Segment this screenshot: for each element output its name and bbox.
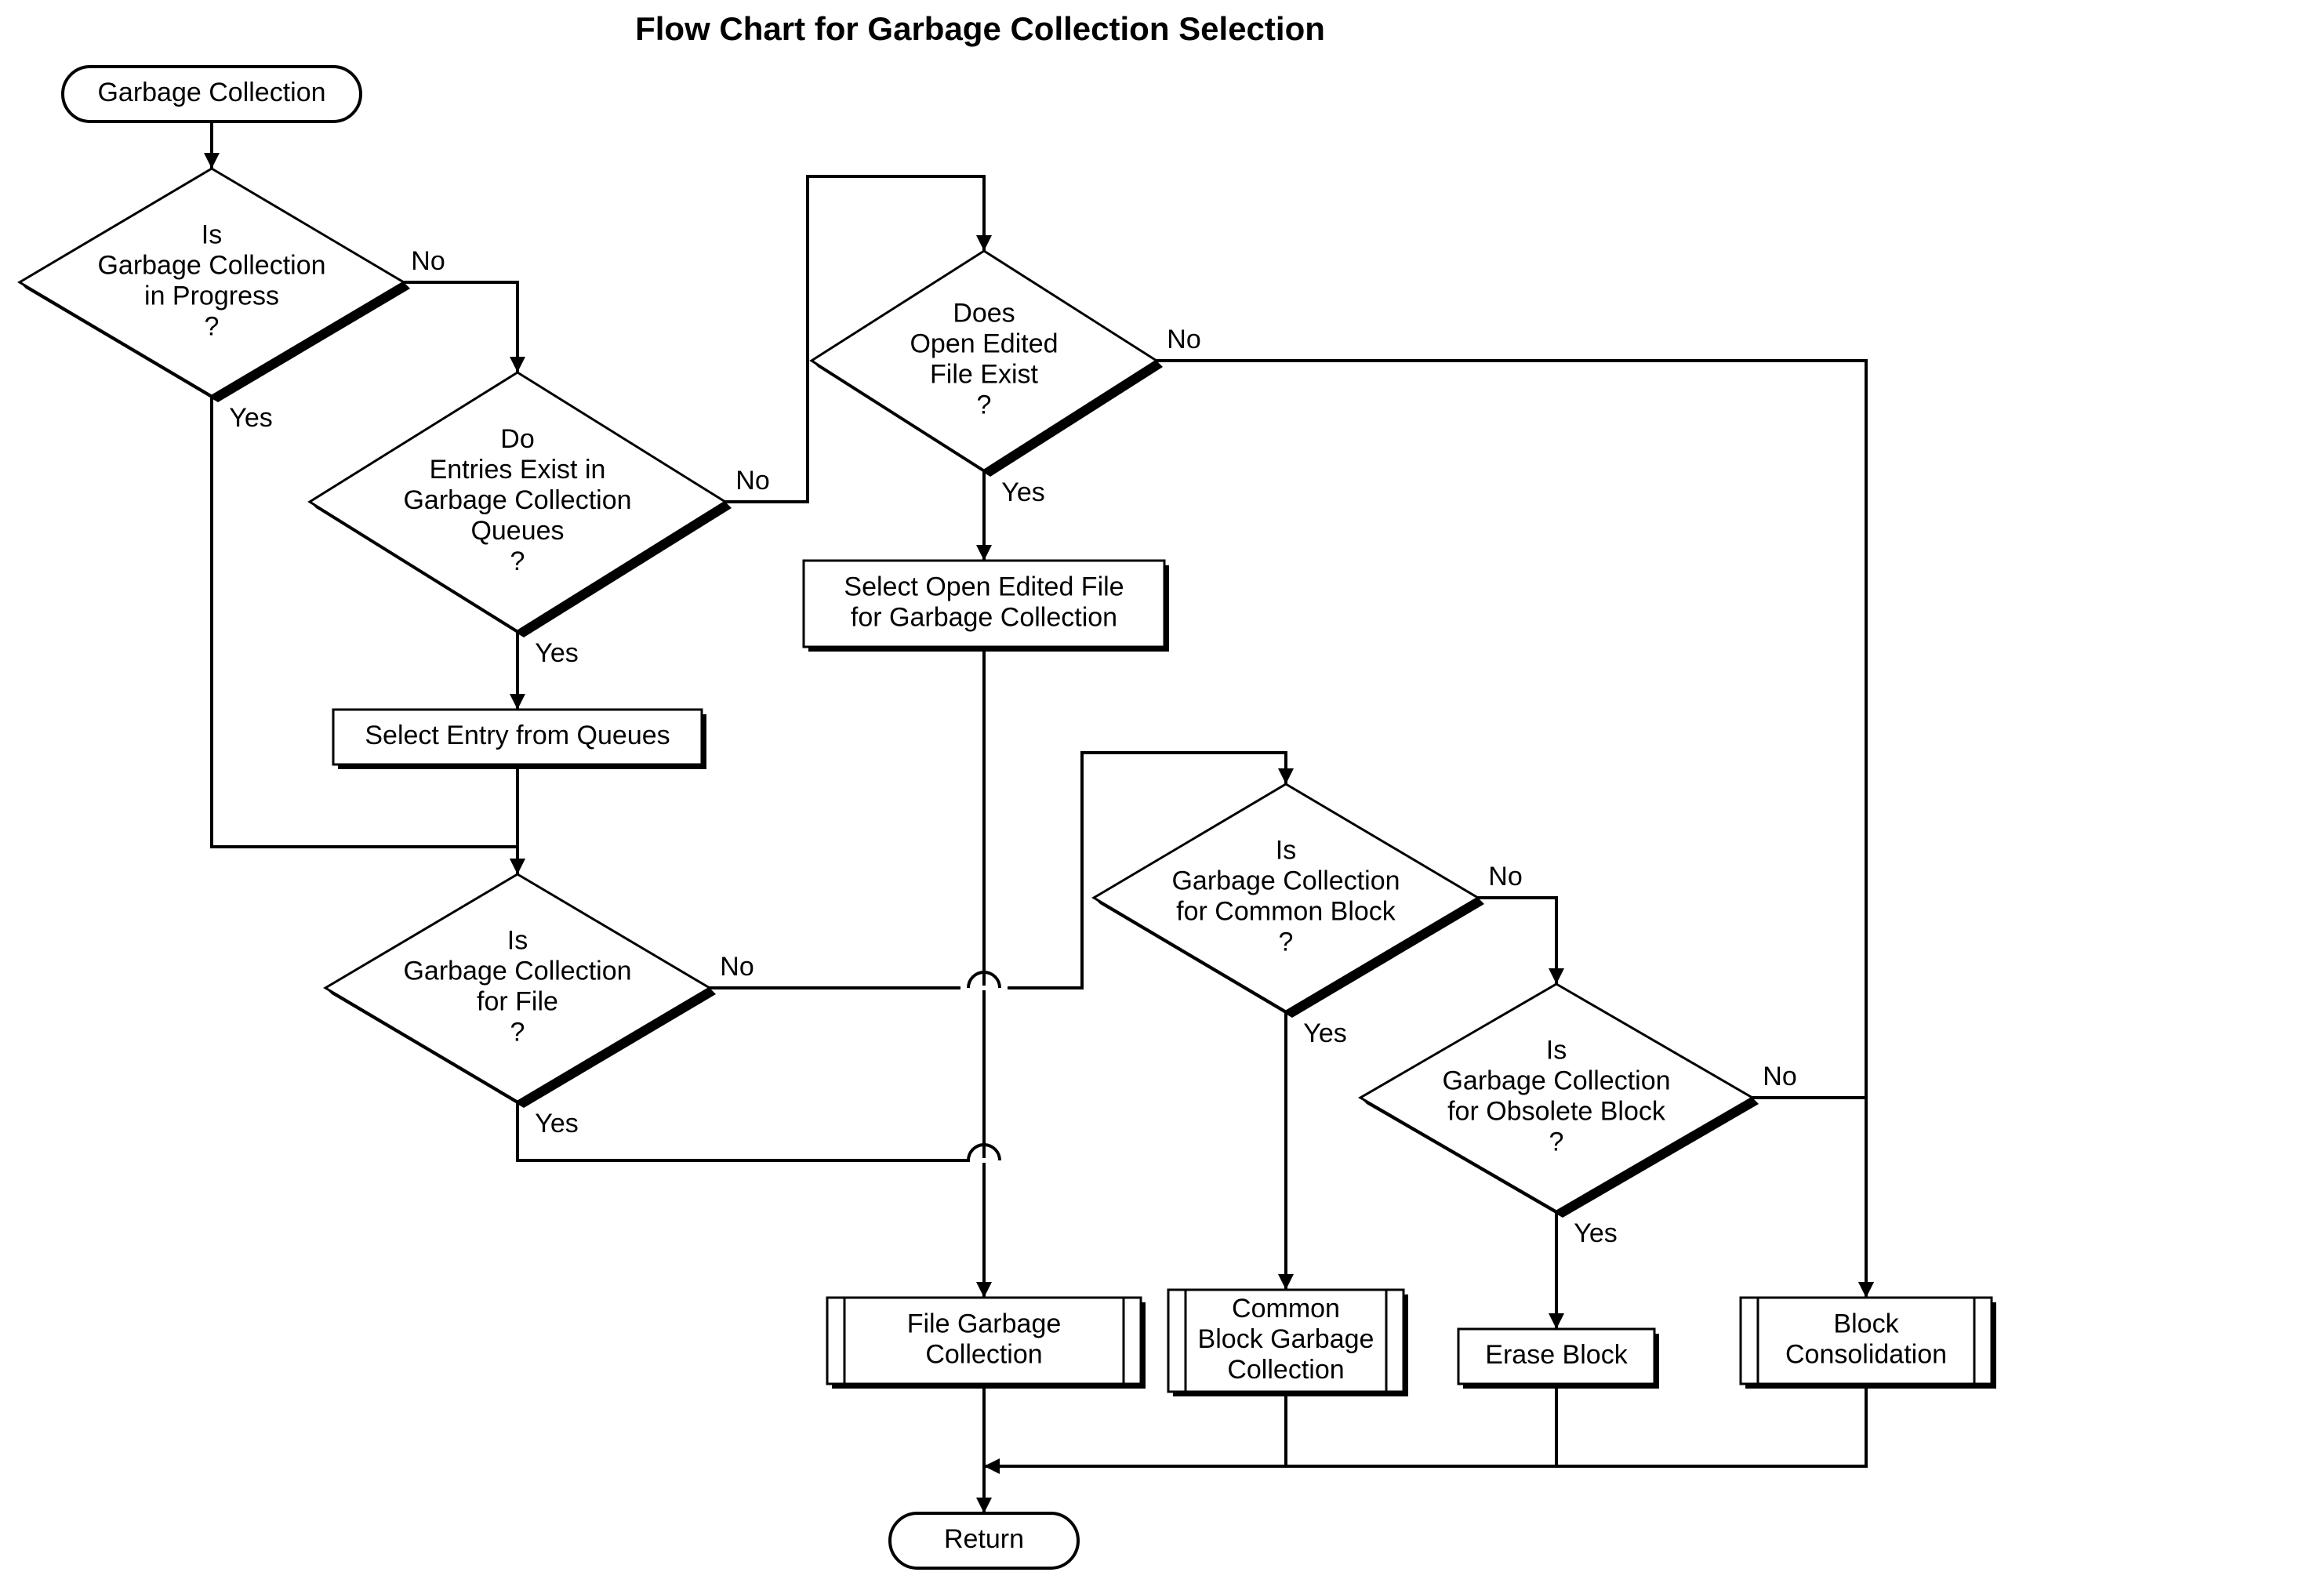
svg-text:No: No xyxy=(720,952,753,982)
svg-text:Return: Return xyxy=(944,1524,1024,1554)
svg-text:Block Garbage: Block Garbage xyxy=(1198,1324,1374,1354)
svg-text:Yes: Yes xyxy=(535,1109,578,1138)
svg-text:Garbage Collection: Garbage Collection xyxy=(97,78,325,107)
svg-text:?: ? xyxy=(1549,1127,1564,1157)
svg-text:No: No xyxy=(411,246,445,276)
svg-text:Garbage Collection: Garbage Collection xyxy=(1442,1066,1670,1095)
svg-text:No: No xyxy=(1763,1062,1796,1091)
svg-text:Garbage Collection: Garbage Collection xyxy=(97,250,325,280)
svg-text:for File: for File xyxy=(477,987,558,1017)
svg-text:Garbage Collection: Garbage Collection xyxy=(403,956,631,986)
svg-text:Open Edited: Open Edited xyxy=(910,329,1058,358)
svg-text:Is: Is xyxy=(1546,1035,1567,1065)
svg-text:Common: Common xyxy=(1232,1294,1340,1323)
svg-text:File Garbage: File Garbage xyxy=(907,1309,1062,1338)
svg-text:Yes: Yes xyxy=(1001,477,1044,507)
svg-text:Block: Block xyxy=(1833,1309,1899,1338)
svg-text:Collection: Collection xyxy=(925,1340,1042,1370)
svg-text:?: ? xyxy=(510,1018,525,1048)
svg-text:in Progress: in Progress xyxy=(144,281,279,311)
svg-text:?: ? xyxy=(1279,928,1294,957)
svg-text:Select Entry from Queues: Select Entry from Queues xyxy=(365,721,670,750)
svg-text:Does: Does xyxy=(953,298,1015,328)
svg-text:for Garbage Collection: for Garbage Collection xyxy=(851,603,1117,633)
svg-text:No: No xyxy=(735,466,769,496)
svg-text:No: No xyxy=(1167,325,1200,354)
svg-text:Entries Exist in: Entries Exist in xyxy=(430,455,606,485)
svg-text:for Obsolete Block: for Obsolete Block xyxy=(1447,1097,1666,1127)
svg-text:Yes: Yes xyxy=(1303,1018,1346,1048)
flowchart-canvas: Flow Chart for Garbage Collection Select… xyxy=(0,0,2324,1594)
svg-text:Garbage Collection: Garbage Collection xyxy=(1171,866,1400,895)
svg-text:File Exist: File Exist xyxy=(930,360,1038,390)
svg-text:No: No xyxy=(1488,862,1522,891)
svg-text:Yes: Yes xyxy=(1574,1218,1617,1248)
svg-text:Erase Block: Erase Block xyxy=(1485,1340,1628,1370)
svg-text:Is: Is xyxy=(202,220,222,249)
svg-text:Do: Do xyxy=(500,424,534,454)
svg-text:Garbage Collection: Garbage Collection xyxy=(403,485,631,515)
svg-text:for Common Block: for Common Block xyxy=(1176,897,1396,927)
svg-text:Consolidation: Consolidation xyxy=(1785,1340,1947,1370)
svg-text:Is: Is xyxy=(507,925,528,955)
svg-text:Queues: Queues xyxy=(470,516,564,546)
svg-text:Yes: Yes xyxy=(229,403,272,433)
svg-text:?: ? xyxy=(977,390,992,420)
svg-text:Flow Chart for Garbage Collect: Flow Chart for Garbage Collection Select… xyxy=(635,10,1325,47)
svg-text:Select Open Edited File: Select Open Edited File xyxy=(844,572,1124,601)
svg-text:Is: Is xyxy=(1276,835,1296,865)
svg-text:?: ? xyxy=(205,312,220,342)
svg-text:?: ? xyxy=(510,546,525,576)
svg-text:Yes: Yes xyxy=(535,638,578,668)
svg-text:Collection: Collection xyxy=(1227,1355,1344,1385)
